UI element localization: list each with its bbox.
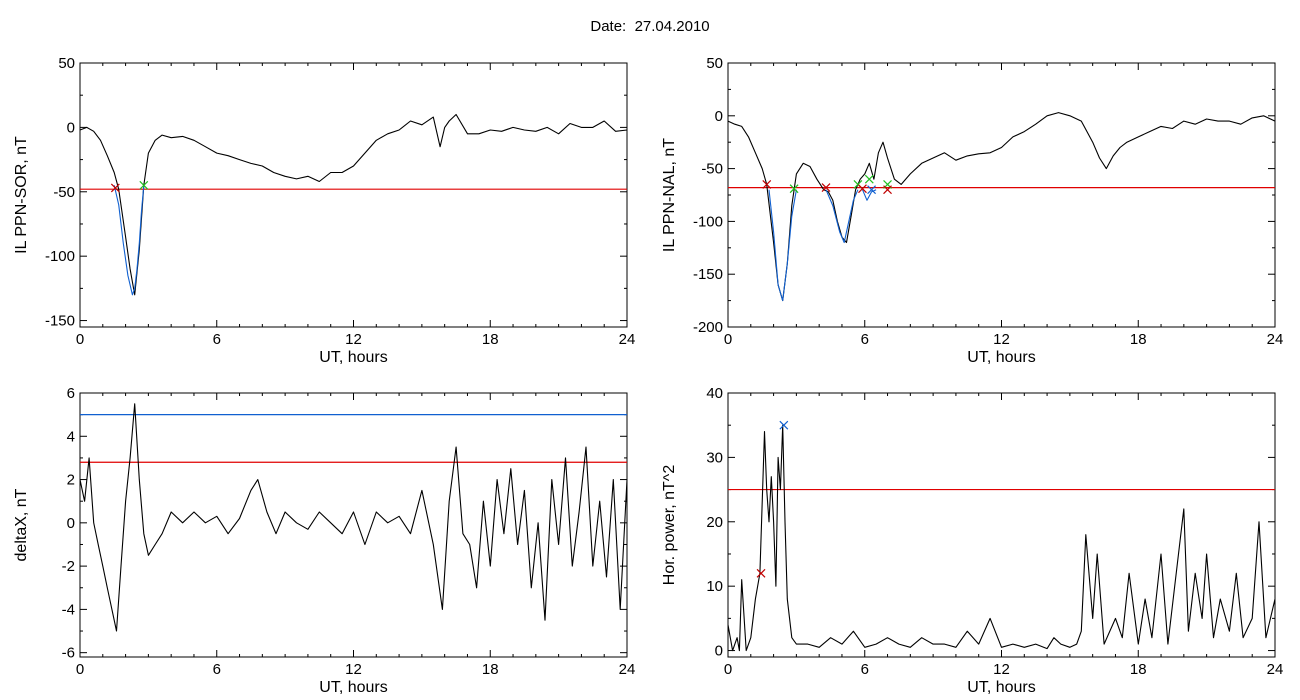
x-tick-label: 0 [76,661,84,678]
plot-frame [727,392,1276,658]
event-marker [867,185,877,195]
event-marker [883,185,892,195]
y-axis-label: Hor. power, nT^2 [661,465,678,586]
event-marker-stroke [858,184,867,194]
series-line [727,424,1276,652]
event-marker [821,183,831,193]
x-tick-label: 6 [213,331,221,348]
panel-deltax: 0 6 12 18 24 6 4 2 0 -2 -4 -6 UT, hours deltaX, nT [13,385,635,696]
plot-frame [727,62,1276,328]
y-tick-label: -150 [45,313,75,330]
y-tick-label: -200 [693,319,723,336]
event-marker [756,568,766,578]
x-tick-label: 12 [993,661,1010,678]
panel-il-ppn-sor: 0 6 12 18 24 50 0 -50 -100 -150 UT, hours IL PPN-SO… [13,55,635,366]
x-tick-label: 6 [213,661,221,678]
x-tick-label: 12 [345,331,362,348]
highlight-series-line [861,189,877,201]
highlight-series-line [768,189,797,302]
y-tick-label: 50 [58,55,75,72]
x-axis-label: UT, hours [967,349,1035,366]
event-marker [762,180,772,189]
event-marker-stroke [883,185,892,195]
event-marker-stroke [821,183,831,193]
y-tick-label: -50 [53,184,75,201]
date-value: 27.04.2010 [634,18,710,35]
y-tick-label: -100 [45,248,75,265]
x-tick-label: 18 [1130,661,1147,678]
series-line [727,112,1276,302]
x-tick-label: 18 [1130,331,1147,348]
series-line [79,403,628,632]
x-tick-label: 0 [76,331,84,348]
x-axis-label: UT, hours [319,349,387,366]
event-marker-stroke [864,174,874,184]
y-tick-label: -50 [701,161,723,178]
y-tick-label: 0 [715,643,723,660]
series-line [79,113,628,296]
event-marker [779,420,789,430]
event-marker-stroke [779,420,789,430]
y-tick-label: 6 [67,385,75,402]
y-tick-label: 50 [706,55,723,72]
x-tick-label: 24 [1267,661,1284,678]
y-tick-label: -2 [62,558,75,575]
x-tick-label: 24 [619,331,636,348]
y-tick-label: 0 [67,119,75,136]
y-tick-label: 40 [706,385,723,402]
event-marker-stroke [756,568,766,578]
y-tick-label: 0 [67,515,75,532]
y-tick-label: 10 [706,578,723,595]
x-tick-label: 18 [482,661,499,678]
date-label: Date: [590,18,627,35]
panel-il-ppn-nal: 0 6 12 18 24 50 0 -50 -100 -150 -200 UT, hours IL PP… [661,55,1283,366]
figure-title: Date: 27.04.2010 [0,18,1300,35]
event-marker-stroke [853,180,863,189]
highlight-series-line [825,189,859,244]
y-tick-label: -4 [62,601,75,618]
panel-hor-power: 0 6 12 18 24 40 30 20 10 0 UT, hours Hor. power, nT… [661,385,1283,696]
x-axis-label: UT, hours [319,679,387,696]
event-marker [864,174,874,184]
y-tick-label: 2 [67,472,75,489]
event-marker-stroke [139,180,149,190]
highlight-series-line [113,185,145,296]
event-marker-stroke [110,183,120,193]
y-tick-label: -100 [693,213,723,230]
x-tick-label: 6 [861,661,869,678]
x-tick-label: 24 [1267,331,1284,348]
event-marker-stroke [867,185,877,195]
x-tick-label: 12 [993,331,1010,348]
y-tick-label: -6 [62,645,75,662]
event-marker [858,184,867,194]
x-tick-label: 12 [345,661,362,678]
y-axis-label: IL PPN-SOR, nT [13,136,30,254]
y-tick-label: 4 [67,428,75,445]
x-tick-label: 18 [482,331,499,348]
y-tick-label: -150 [693,266,723,283]
x-tick-label: 6 [861,331,869,348]
y-axis-label: deltaX, nT [13,488,30,561]
y-tick-label: 0 [715,108,723,125]
x-tick-label: 0 [724,661,732,678]
y-tick-label: 30 [706,449,723,466]
event-marker-stroke [762,180,772,189]
x-axis-label: UT, hours [967,679,1035,696]
event-marker-stroke [789,184,799,194]
event-marker [789,184,799,194]
event-marker [139,180,149,190]
y-axis-label: IL PPN-NAL, nT [661,138,678,252]
x-tick-label: 24 [619,661,636,678]
y-tick-label: 20 [706,514,723,531]
plot-frame [79,62,628,328]
event-marker [110,183,120,193]
x-tick-label: 0 [724,331,732,348]
